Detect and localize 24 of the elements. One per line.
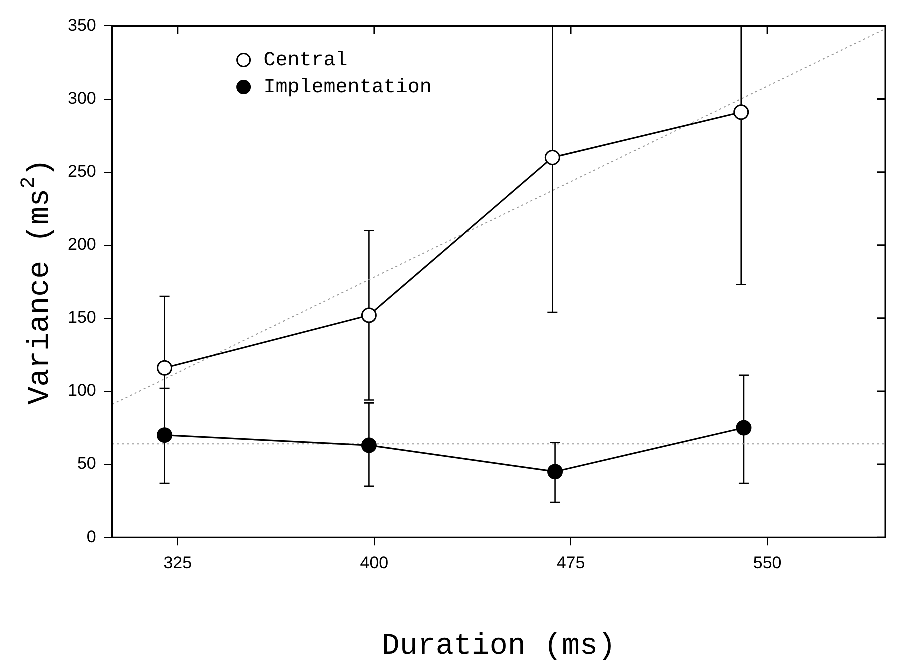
point [361, 308, 377, 324]
y-tick-label: 0 [86, 527, 96, 546]
point [734, 104, 750, 120]
point [157, 428, 173, 444]
point [361, 438, 377, 454]
y-tick-label: 100 [68, 381, 96, 400]
x-tick-label: 475 [556, 553, 586, 572]
x-tick-label: 325 [164, 553, 192, 572]
point [736, 420, 752, 436]
point [157, 360, 173, 376]
x-tick-label: 400 [360, 553, 389, 572]
y-tick-label: 350 [68, 16, 96, 35]
y-axis-title: Variance (ms2) [18, 158, 58, 405]
point [548, 464, 564, 480]
y-tick-label: 250 [68, 162, 96, 181]
y-tick-label: 150 [68, 308, 96, 328]
x-tick-label: 550 [753, 553, 782, 572]
y-tick-label: 50 [77, 454, 96, 474]
legend-label: Implementation [264, 76, 432, 100]
legend-label: Central [264, 49, 348, 72]
y-tick-label: 200 [68, 235, 96, 254]
y-tick-label: 300 [68, 88, 96, 108]
x-axis-title: Duration (ms) [382, 630, 616, 664]
point [544, 150, 560, 166]
